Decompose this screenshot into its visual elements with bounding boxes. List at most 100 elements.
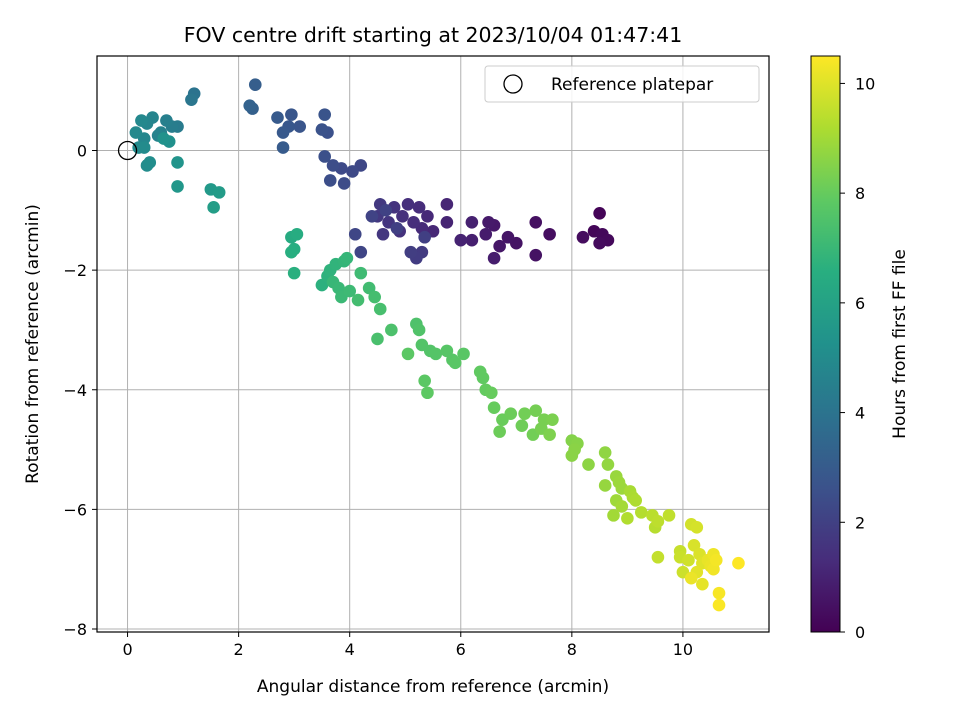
chart-title: FOV centre drift starting at 2023/10/04 … [184,23,683,47]
data-point [354,266,368,280]
data-point [271,111,284,124]
x-tick-label: 0 [122,640,132,659]
y-tick-label: 0 [77,142,87,161]
data-point [421,386,434,400]
legend: Reference platepar [484,65,760,103]
colorbar-label: Hours from first FF file [890,249,910,439]
data-point [326,159,340,172]
data-point [684,571,698,585]
x-tick-label: 2 [234,640,244,659]
data-point [479,227,493,241]
data-point [529,404,543,417]
data-point [143,156,157,169]
data-point [482,215,495,229]
data-point [440,198,454,211]
data-point [371,332,384,346]
data-point [543,428,556,441]
data-point [160,114,173,127]
data-point [407,215,420,229]
data-point [276,141,290,154]
y-tick-label: −6 [63,500,87,519]
data-point [582,458,595,471]
data-point [354,245,368,259]
data-point [348,227,362,241]
data-point [712,598,726,612]
legend-box [484,65,760,103]
data-point [546,413,559,426]
legend-marker-icon [503,74,523,94]
data-point [318,150,332,163]
data-point [412,323,426,337]
x-tick-label: 8 [567,640,577,659]
data-point [518,407,531,420]
colorbar-gradient [810,55,841,633]
data-point [712,586,726,600]
data-point [276,126,290,139]
data-point [651,515,665,528]
reference-marker-layer [117,140,138,161]
data-point [598,479,612,492]
data-point [418,374,431,388]
data-point [207,201,220,214]
data-point [368,290,381,304]
data-point [662,509,676,522]
x-tick-label: 4 [345,640,355,659]
data-point [185,93,198,106]
colorbar-tick-label: 10 [855,74,875,93]
data-point [568,443,581,456]
grid [97,56,769,632]
data-point [401,198,415,211]
data-point [515,419,529,432]
data-point [593,207,606,220]
reference-platepar-marker [117,140,138,161]
x-axis-ticks: 0 2 4 6 8 10 [122,632,693,659]
data-point [351,293,365,307]
data-point [373,302,387,316]
data-point [337,177,351,190]
data-point [315,123,329,136]
data-point [404,245,418,259]
colorbar-tick-label: 6 [855,294,865,313]
y-tick-label: −4 [63,381,87,400]
data-point [343,284,356,298]
data-point [493,239,506,253]
data-point [601,458,615,471]
data-point [485,386,498,400]
x-tick-label: 6 [456,640,466,659]
colorbar-ticks: 0 2 4 6 8 10 [840,74,875,642]
data-point [476,371,490,385]
data-point [465,233,479,247]
data-point [318,108,332,121]
data-point [212,186,226,199]
data-point [171,156,184,169]
data-point [243,99,257,112]
data-point [293,120,307,133]
data-point [285,245,298,259]
legend-entry-label: Reference platepar [551,75,713,95]
data-point [454,233,468,247]
y-axis-ticks: 0 −2 −4 −6 −8 [63,142,97,639]
data-point [621,512,634,525]
data-point [346,165,359,178]
y-tick-label: −2 [63,261,87,280]
data-point [365,209,379,223]
data-point [401,347,415,361]
data-point [487,401,501,415]
data-point [440,215,454,229]
colorbar: 0 2 4 6 8 10 Hours from first FF file [810,55,910,642]
data-point [323,174,337,187]
data-point [634,506,648,519]
data-point [171,180,184,193]
data-point [593,236,606,250]
plot-frame [96,55,770,633]
data-point [376,227,390,241]
data-point [696,577,709,591]
data-point [135,114,148,127]
data-point [340,251,354,265]
data-point [418,230,431,244]
data-point [501,230,515,244]
data-point [487,251,501,265]
x-tick-label: 10 [673,640,693,659]
x-axis-label: Angular distance from reference (arcmin) [257,677,609,697]
data-point [421,209,434,223]
